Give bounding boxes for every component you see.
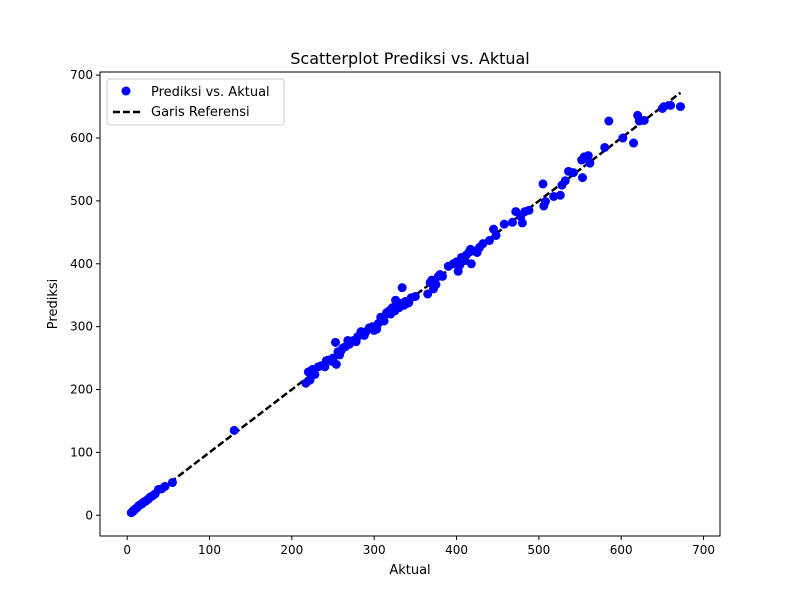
y-tick-label: 100 <box>70 445 93 459</box>
y-tick-label: 400 <box>70 257 93 271</box>
x-tick-label: 100 <box>198 543 221 557</box>
x-tick-label: 700 <box>692 543 715 557</box>
y-axis: 0 100 200 300 400 500 600 700 <box>70 68 100 522</box>
scatter-points-layer <box>126 100 685 518</box>
scatter-point <box>675 102 685 112</box>
y-tick-label: 300 <box>70 320 93 334</box>
scatter-point <box>585 158 595 168</box>
scatter-point <box>666 100 676 110</box>
scatter-point <box>466 259 476 269</box>
scatter-point <box>555 190 565 200</box>
scatter-point <box>410 291 420 301</box>
legend-marker-scatter <box>121 86 131 96</box>
scatter-point <box>524 205 534 215</box>
y-tick-label: 700 <box>70 68 93 82</box>
scatter-point <box>639 115 649 125</box>
scatter-point <box>600 142 610 152</box>
y-tick-label: 500 <box>70 194 93 208</box>
y-tick-label: 0 <box>85 508 93 522</box>
scatter-point <box>229 425 239 435</box>
y-axis-label: Prediksi <box>46 279 61 329</box>
scatter-point <box>629 138 639 148</box>
scatter-point <box>517 218 527 228</box>
y-tick-label: 200 <box>70 383 93 397</box>
legend-label-scatter: Prediksi vs. Aktual <box>151 85 270 100</box>
y-tick-label: 600 <box>70 131 93 145</box>
scatter-point <box>160 481 170 491</box>
scatter-point <box>560 176 570 186</box>
scatter-point <box>167 478 177 488</box>
x-tick-label: 0 <box>123 543 131 557</box>
scatter-point <box>397 283 407 293</box>
x-tick-label: 300 <box>363 543 386 557</box>
x-axis: 0 100 200 300 400 500 600 700 <box>123 536 715 557</box>
scatter-point <box>331 359 341 369</box>
scatter-point <box>438 271 448 281</box>
legend-box <box>106 78 285 126</box>
legend: Prediksi vs. Aktual Garis Referensi <box>106 78 285 126</box>
x-tick-label: 200 <box>280 543 303 557</box>
scatter-point <box>618 133 628 143</box>
scatter-point <box>538 179 548 189</box>
scatter-point <box>540 197 550 207</box>
scatter-point <box>330 337 340 347</box>
scatter-point <box>577 173 587 183</box>
x-tick-label: 500 <box>527 543 550 557</box>
x-tick-label: 400 <box>445 543 468 557</box>
scatter-point <box>568 168 578 178</box>
scatter-point <box>604 116 614 126</box>
scatter-point <box>484 235 494 245</box>
scatter-point <box>499 219 509 229</box>
scatter-point <box>583 151 593 161</box>
plot-area-frame <box>99 71 721 537</box>
scatter-point <box>508 217 518 227</box>
chart-title: Scatterplot Prediksi vs. Aktual <box>290 49 530 68</box>
x-tick-label: 600 <box>610 543 633 557</box>
scatter-point <box>310 369 320 379</box>
scatter-point <box>431 280 441 290</box>
scatter-point <box>379 316 389 326</box>
legend-label-reference-line: Garis Referensi <box>151 105 250 120</box>
scatter-point <box>491 230 501 240</box>
x-axis-label: Aktual <box>389 563 430 578</box>
